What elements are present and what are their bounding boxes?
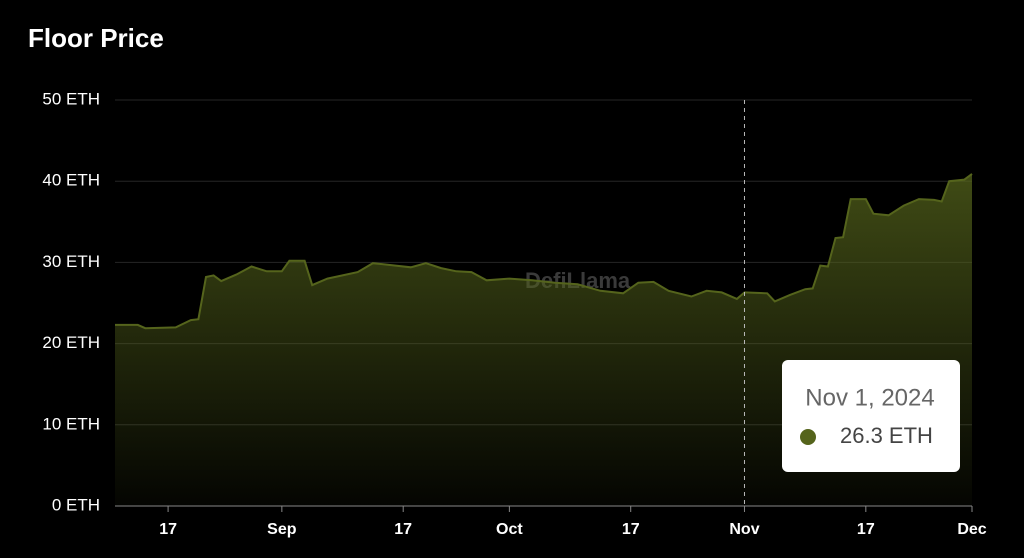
y-tick-label: 50 ETH (42, 89, 100, 108)
y-tick-label: 10 ETH (42, 414, 100, 433)
chart-title: Floor Price (28, 23, 164, 53)
tooltip: Nov 1, 2024 26.3 ETH (782, 360, 960, 472)
x-tick-label: 17 (622, 521, 640, 538)
y-tick-label: 0 ETH (52, 495, 100, 514)
x-tick-label: 17 (159, 521, 177, 538)
x-tick-label: 17 (857, 521, 875, 538)
x-tick-label: 17 (394, 521, 412, 538)
x-tick-label: Nov (729, 521, 759, 538)
tooltip-box (782, 360, 960, 472)
y-tick-label: 40 ETH (42, 171, 100, 190)
tooltip-dot (800, 429, 816, 445)
tooltip-date: Nov 1, 2024 (805, 384, 934, 411)
x-tick-label: Dec (957, 521, 986, 538)
x-tick-label: Oct (496, 521, 523, 538)
line (115, 173, 973, 330)
x-tick-label: Sep (267, 521, 297, 538)
tooltip-value: 26.3 ETH (840, 423, 933, 448)
area (115, 173, 972, 506)
y-tick-label: 20 ETH (42, 333, 100, 352)
y-tick-label: 30 ETH (42, 252, 100, 271)
